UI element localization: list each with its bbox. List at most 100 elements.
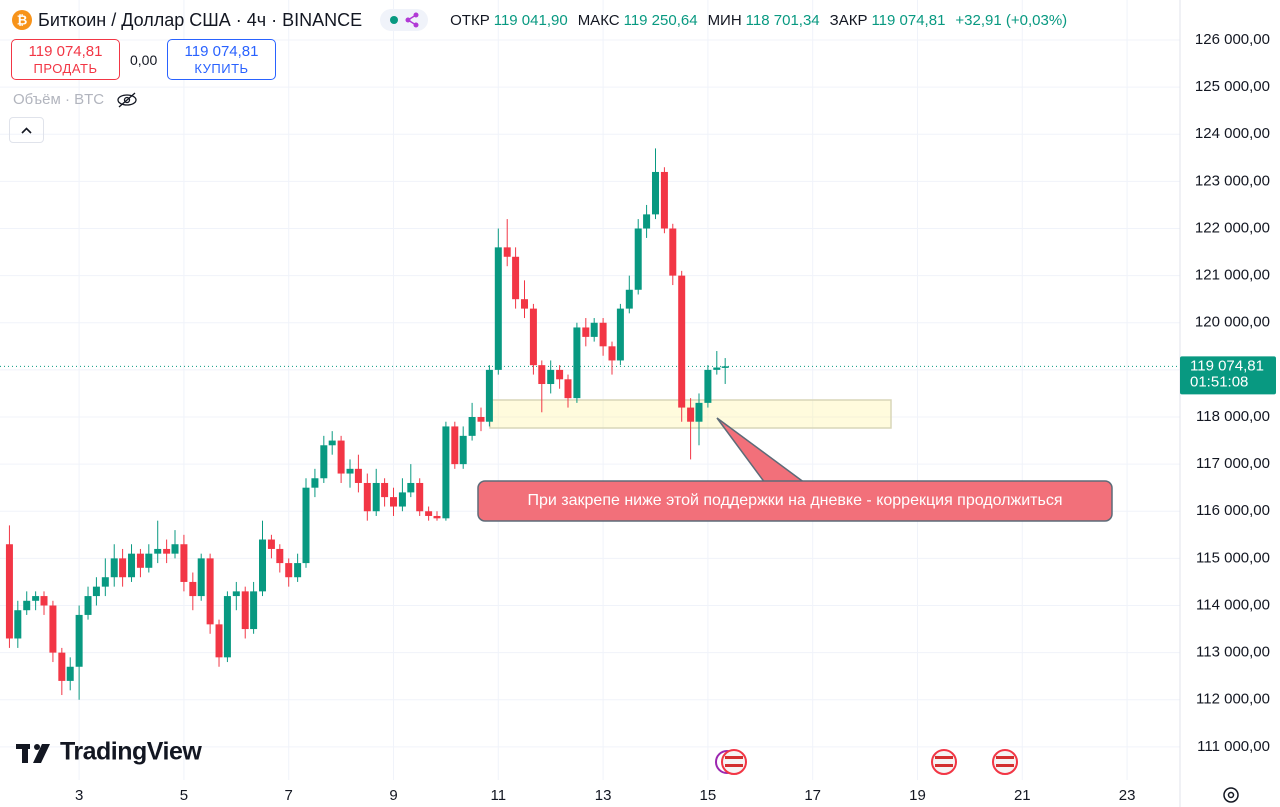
- ohlc-label: МАКС: [577, 11, 620, 29]
- candle-body: [485, 369, 493, 422]
- candle-body: [163, 548, 171, 554]
- candle-body: [416, 482, 424, 512]
- candle-body: [556, 369, 564, 380]
- candle-body: [136, 553, 144, 568]
- event-flags: [715, 749, 1018, 775]
- candle-body: [643, 214, 651, 229]
- candle-body: [180, 544, 188, 582]
- volume-label: Объём · BTC: [13, 91, 105, 108]
- callout: [477, 480, 1113, 522]
- event-flag[interactable]: [931, 749, 957, 775]
- candle-body: [267, 539, 275, 549]
- candle-body: [660, 171, 668, 229]
- buy-button[interactable]: 119 074,81 КУПИТЬ: [167, 39, 276, 80]
- candle-body: [494, 247, 502, 370]
- candle-body: [66, 666, 74, 681]
- candle-body: [223, 596, 231, 658]
- grid: [0, 0, 1180, 780]
- flag-stripe: [935, 756, 953, 759]
- candle-body: [538, 365, 546, 385]
- last-price-box: [1180, 356, 1276, 395]
- y-tick-label: 118 000,00: [1196, 408, 1270, 425]
- candle-body: [721, 366, 729, 368]
- sell-label: ПРОДАТЬ: [33, 61, 98, 76]
- event-flag[interactable]: [721, 749, 747, 775]
- candle-body: [678, 275, 686, 408]
- candle-body: [259, 539, 267, 592]
- logo: TradingView: [16, 738, 203, 766]
- symbol-title[interactable]: Биткоин / Доллар США · 4ч · BINANCE: [38, 9, 363, 30]
- candle-body: [250, 591, 258, 630]
- candle-body: [197, 558, 205, 597]
- candle-body: [512, 256, 520, 300]
- candle-body: [651, 171, 659, 215]
- y-tick-label: 121 000,00: [1195, 267, 1270, 284]
- candle-body: [276, 548, 284, 564]
- x-tick-label: 23: [1119, 787, 1136, 804]
- candle-body: [110, 558, 118, 578]
- candle-body: [599, 322, 607, 347]
- candle-body: [101, 577, 109, 587]
- candle-body: [381, 482, 389, 498]
- candle-body: [294, 563, 302, 578]
- candle-body: [407, 482, 415, 493]
- candle-body: [171, 544, 179, 554]
- chevron: [21, 127, 32, 134]
- buy-price: 119 074,81: [184, 43, 259, 60]
- callout-joint: [763, 482, 806, 490]
- candle-body: [564, 379, 572, 399]
- x-tick-label: 9: [389, 787, 397, 804]
- candle-body: [713, 367, 721, 370]
- candle-body: [529, 308, 537, 366]
- candle-body: [75, 614, 83, 667]
- candle-body: [84, 596, 92, 615]
- candle-body: [451, 426, 459, 465]
- candle-body: [320, 445, 328, 479]
- candle-body: [14, 610, 22, 639]
- ohlc-value: 119 074,81: [871, 11, 946, 29]
- candle-body: [634, 228, 642, 290]
- candle-body: [616, 308, 624, 361]
- candle-body: [215, 624, 223, 658]
- settings-icon: [1227, 791, 1235, 799]
- y-tick-label: 111 000,00: [1197, 738, 1270, 755]
- candle-body: [477, 417, 485, 422]
- candle-body: [337, 440, 345, 474]
- candle-body: [363, 482, 371, 512]
- event-flag[interactable]: [992, 749, 1018, 775]
- y-tick-label: 116 000,00: [1196, 502, 1270, 519]
- candle-body: [704, 369, 712, 403]
- x-tick-label: 19: [909, 787, 926, 804]
- sell-button[interactable]: 119 074,81 ПРОДАТЬ: [11, 39, 120, 80]
- collapse-button[interactable]: [9, 117, 44, 143]
- flag-stripe: [725, 756, 743, 759]
- flag-stripe: [996, 764, 1014, 767]
- x-tick-label: 7: [285, 787, 293, 804]
- y-tick-label: 120 000,00: [1195, 314, 1270, 331]
- candle-body: [285, 563, 293, 578]
- candle-body: [590, 322, 598, 337]
- candle-body: [433, 515, 441, 519]
- candles: [5, 148, 729, 700]
- hide-icon[interactable]: [116, 92, 138, 108]
- y-tick-label: 126 000,00: [1195, 31, 1270, 48]
- candle-body: [669, 228, 677, 276]
- candle-body: [23, 600, 31, 611]
- ohlc-value: 119 041,90: [493, 11, 568, 29]
- status-pill[interactable]: [380, 8, 429, 32]
- candle-body: [128, 553, 136, 578]
- logo-mark: [34, 744, 40, 750]
- y-tick-label: 124 000,00: [1195, 125, 1270, 142]
- flag-stripe: [725, 764, 743, 767]
- ohlc: ОТКР 119 041,90 МАКС 119 250,64 МИН 118 701,3…: [450, 12, 1067, 29]
- candle-body: [206, 558, 214, 625]
- svg-text:₿: ₿: [17, 12, 28, 27]
- settings-icon[interactable]: [1223, 787, 1239, 803]
- candle-body: [58, 652, 66, 681]
- candle-body: [547, 369, 555, 385]
- x-tick-label: 5: [180, 787, 188, 804]
- flag-stripe: [935, 764, 953, 767]
- logo-mark: [22, 744, 28, 763]
- candle-body: [390, 497, 398, 507]
